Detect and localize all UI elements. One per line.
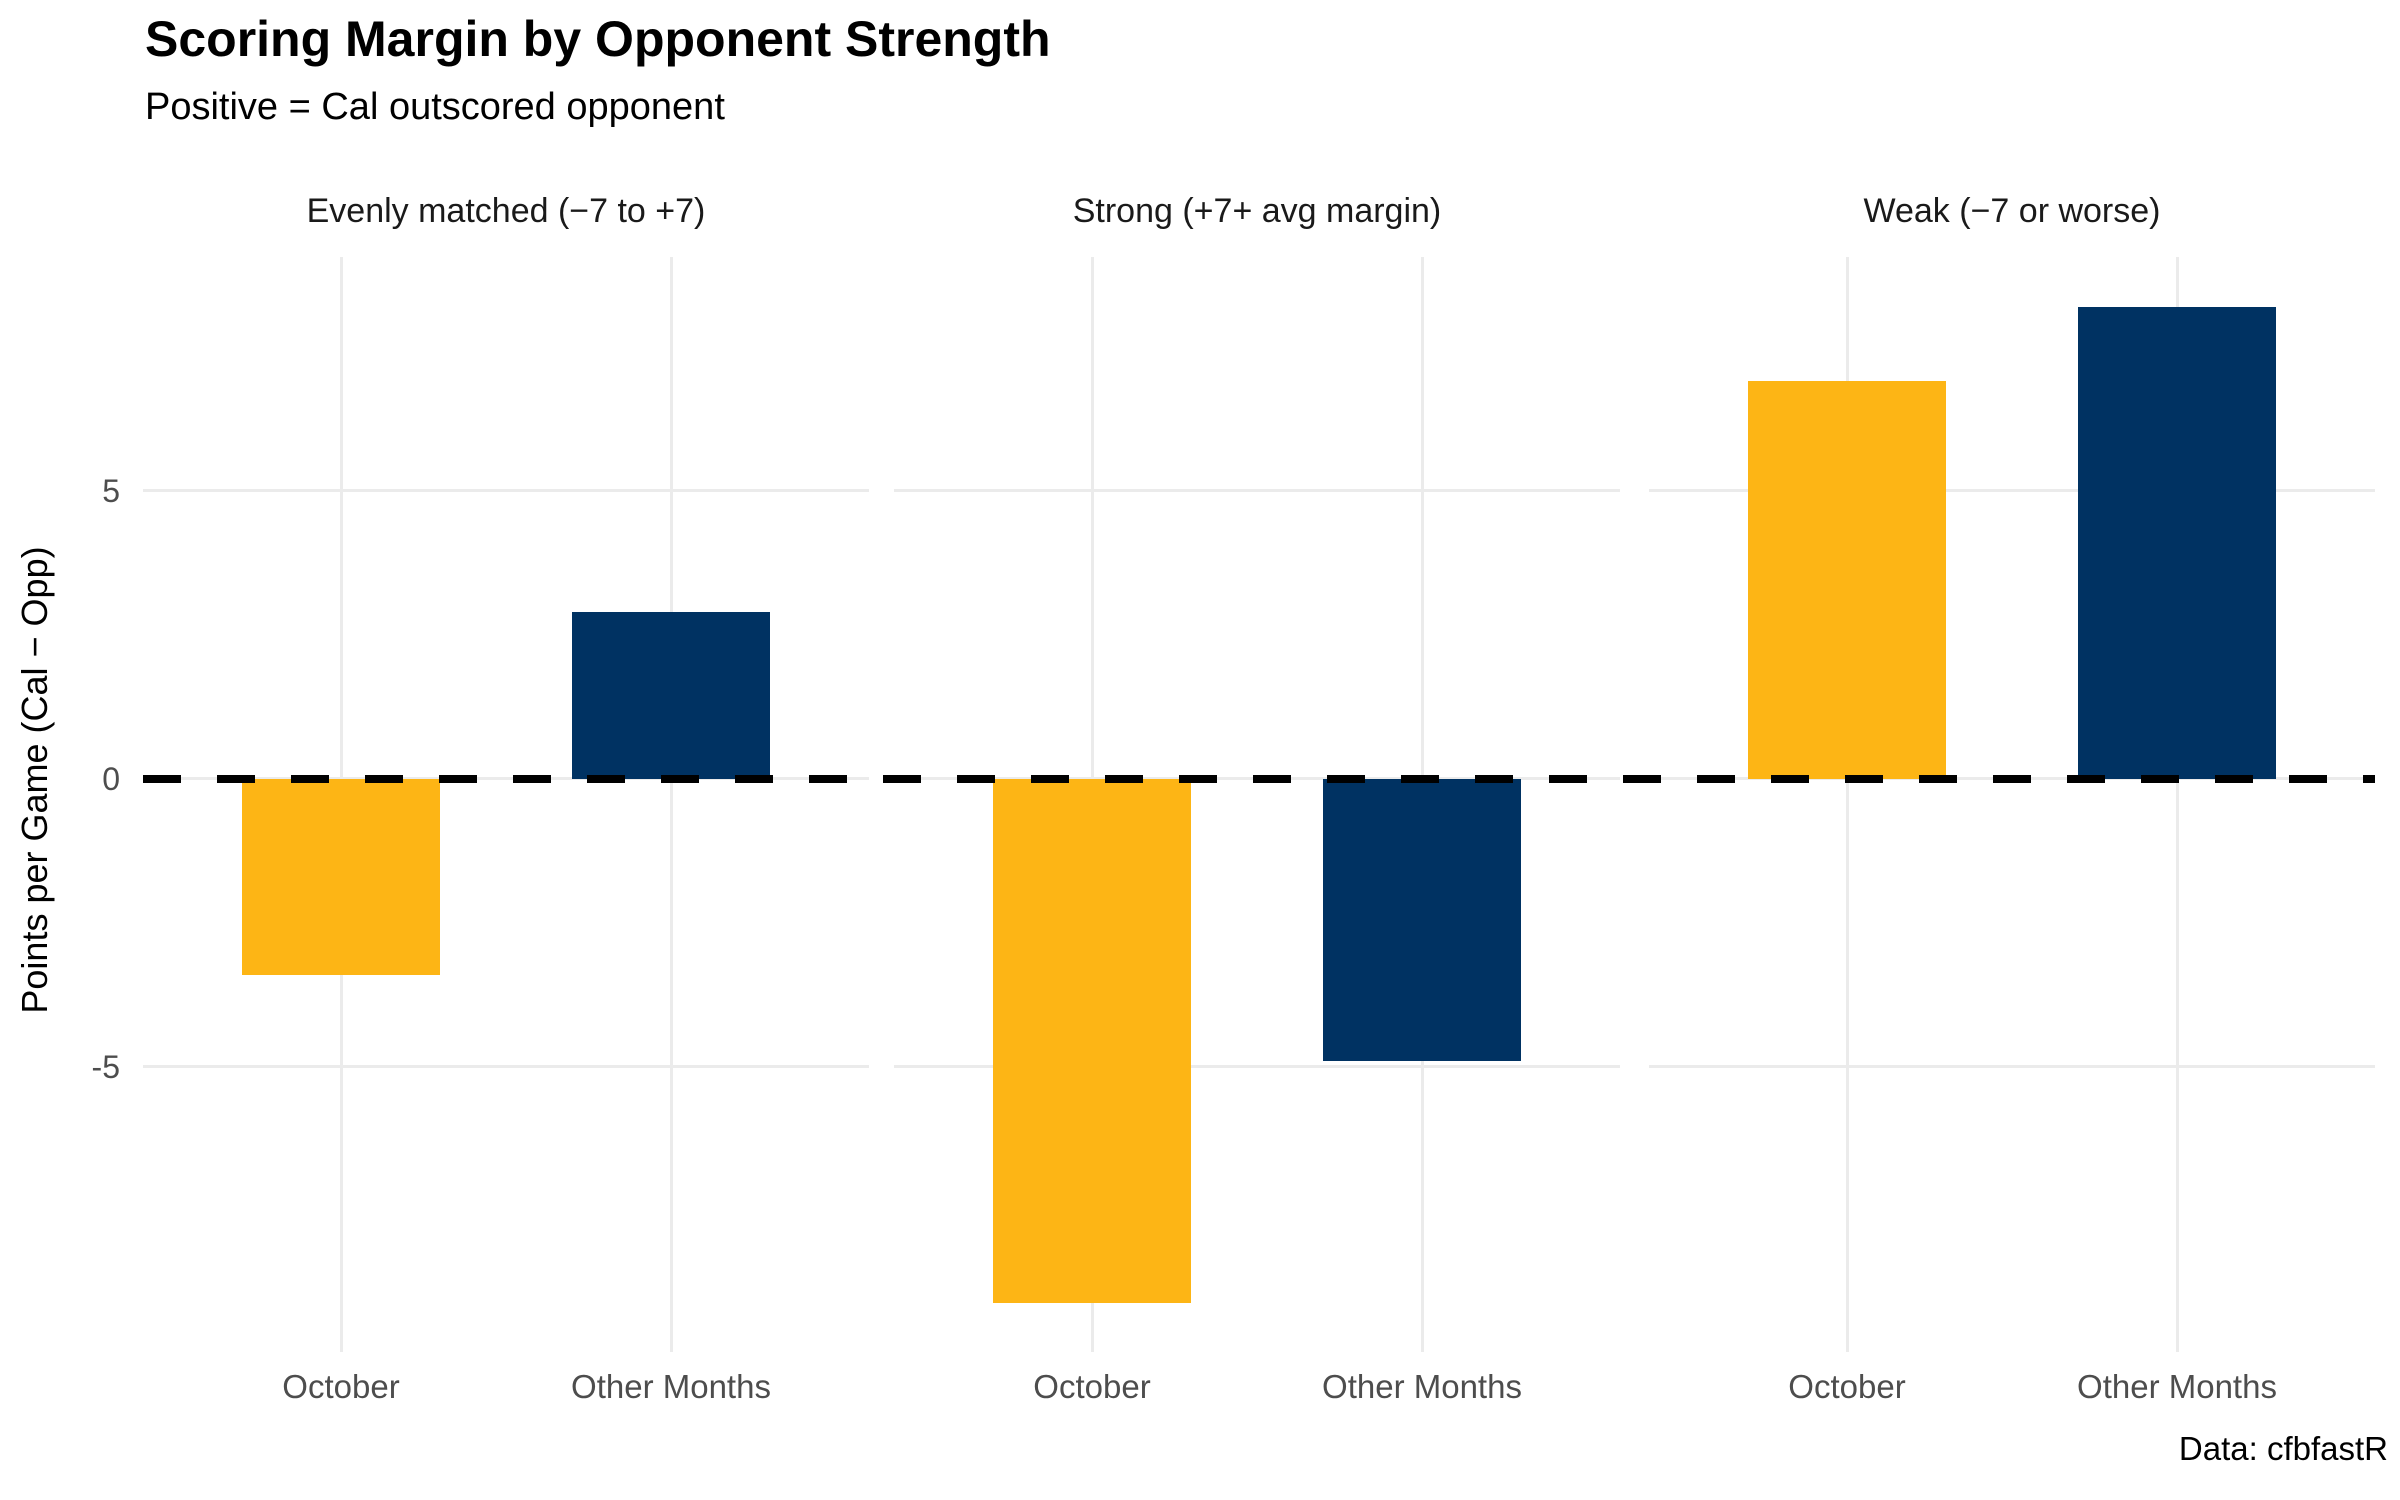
x-tick-label-other-months: Other Months	[2077, 1368, 2277, 1405]
y-tick-label-0: 0	[102, 760, 120, 797]
bar-other-months-strong-7-avg-margin	[1323, 778, 1521, 1062]
data-source-caption: Data: cfbfastR	[2178, 1430, 2388, 1467]
h-gridline-y5	[143, 489, 869, 493]
chart-title: Scoring Margin by Opponent Strength	[145, 11, 1051, 67]
y-tick-label--5: -5	[91, 1048, 120, 1085]
x-tick-label-other-months: Other Months	[1322, 1368, 1522, 1405]
facet-strip-label-weak-7-or-worse: Weak (−7 or worse)	[1863, 192, 2161, 230]
x-tick-label-october: October	[1788, 1368, 1906, 1405]
facet-strip-label-evenly-matched-7-to-7: Evenly matched (−7 to +7)	[306, 192, 706, 230]
bar-october-weak-7-or-worse	[1748, 381, 1946, 779]
bar-october-evenly-matched-7-to-7	[242, 778, 440, 975]
h-gridline-y5	[1649, 489, 2375, 493]
zero-reference-line	[143, 774, 2375, 783]
x-tick-label-october: October	[282, 1368, 400, 1405]
y-tick-label-5: 5	[102, 472, 120, 509]
bar-other-months-evenly-matched-7-to-7	[572, 611, 770, 779]
bar-october-strong-7-avg-margin	[993, 778, 1191, 1304]
h-gridline-y5	[894, 489, 1620, 493]
chart-subtitle: Positive = Cal outscored opponent	[145, 86, 725, 128]
v-gridline-october	[1845, 257, 1849, 1352]
x-tick-label-october: October	[1033, 1368, 1151, 1405]
x-tick-label-other-months: Other Months	[571, 1368, 771, 1405]
facet-strip-label-strong-7-avg-margin: Strong (+7+ avg margin)	[1072, 192, 1442, 230]
h-gridline-y-5	[1649, 1065, 2375, 1069]
v-gridline-other-months	[669, 257, 673, 1352]
v-gridline-other-months	[2175, 257, 2179, 1352]
h-gridline-y-5	[894, 1065, 1620, 1069]
h-gridline-y-5	[143, 1065, 869, 1069]
bar-other-months-weak-7-or-worse	[2078, 306, 2276, 779]
